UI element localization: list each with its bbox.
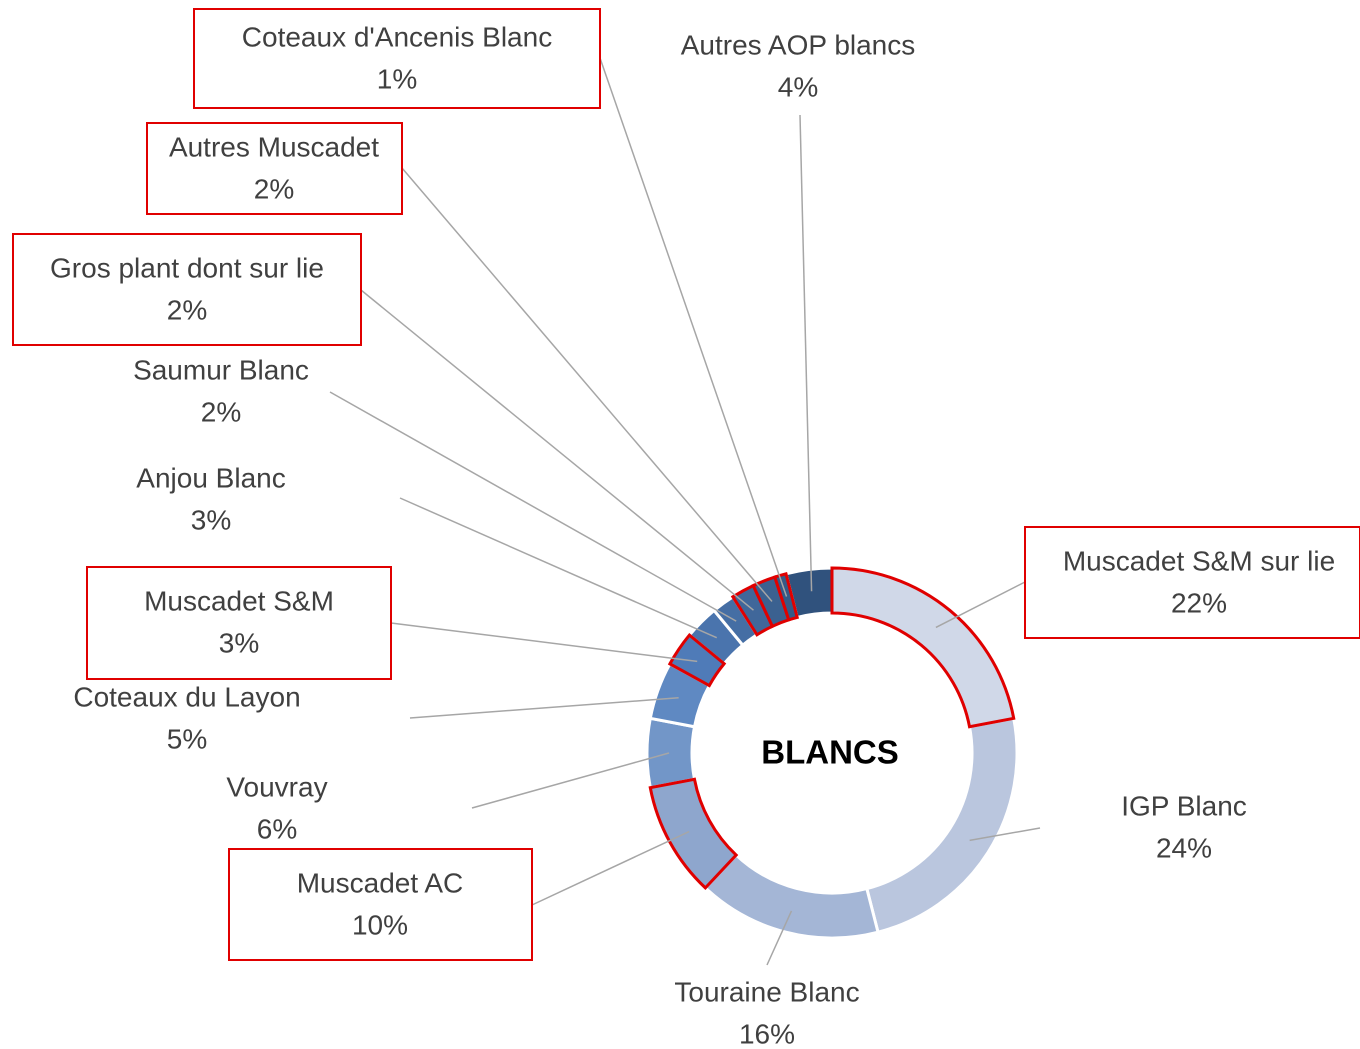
donut-segment — [772, 571, 800, 622]
donut-segment — [667, 632, 727, 688]
leader-line — [401, 167, 773, 602]
category-label: Muscadet S&M — [144, 585, 334, 616]
leader-line — [935, 581, 1026, 629]
category-label: Gros plant dont sur lie — [50, 252, 324, 283]
leader-line — [471, 752, 670, 809]
value-label: 3% — [219, 627, 259, 658]
label-box — [12, 233, 362, 346]
donut-segment — [703, 852, 880, 940]
center-label: BLANCS — [761, 734, 899, 771]
donut-segment — [648, 777, 739, 890]
category-label: Anjou Blanc — [136, 462, 285, 493]
value-label: 24% — [1156, 832, 1212, 863]
value-label: 1% — [377, 63, 417, 94]
value-label: 3% — [191, 504, 231, 535]
label-box — [86, 566, 392, 680]
value-label: 2% — [167, 294, 207, 325]
value-label: 4% — [778, 71, 818, 102]
donut-segment — [645, 716, 697, 790]
leader-line — [766, 910, 793, 966]
leader-line — [799, 114, 813, 592]
label-box — [228, 848, 533, 961]
category-label: Vouvray — [226, 771, 327, 802]
label-box — [1024, 526, 1360, 639]
category-label: Autres Muscadet — [169, 131, 379, 162]
category-label: Touraine Blanc — [674, 976, 859, 1007]
value-label: 2% — [201, 396, 241, 427]
category-label: Muscadet S&M sur lie — [1063, 545, 1335, 576]
leader-line — [329, 391, 737, 622]
value-label: 16% — [739, 1018, 795, 1049]
donut-segment — [830, 566, 1016, 729]
category-label: IGP Blanc — [1121, 790, 1247, 821]
category-label: Saumur Blanc — [133, 354, 309, 385]
leader-line — [399, 497, 718, 639]
label-box — [146, 122, 403, 215]
category-label: Coteaux du Layon — [73, 681, 300, 712]
leader-line — [599, 57, 788, 597]
value-label: 6% — [257, 813, 297, 844]
value-label: 5% — [167, 723, 207, 754]
category-label: Autres AOP blancs — [681, 29, 916, 60]
leader-line — [409, 697, 679, 719]
leader-line — [969, 827, 1041, 842]
label-box — [193, 8, 601, 109]
leader-line — [360, 289, 754, 611]
category-label: Coteaux d'Ancenis Blanc — [242, 21, 552, 52]
value-label: 2% — [254, 173, 294, 204]
leader-line — [390, 622, 698, 663]
value-label: 22% — [1171, 587, 1227, 618]
leader-line — [531, 830, 690, 906]
category-label: Muscadet AC — [297, 867, 464, 898]
value-label: 10% — [352, 909, 408, 940]
